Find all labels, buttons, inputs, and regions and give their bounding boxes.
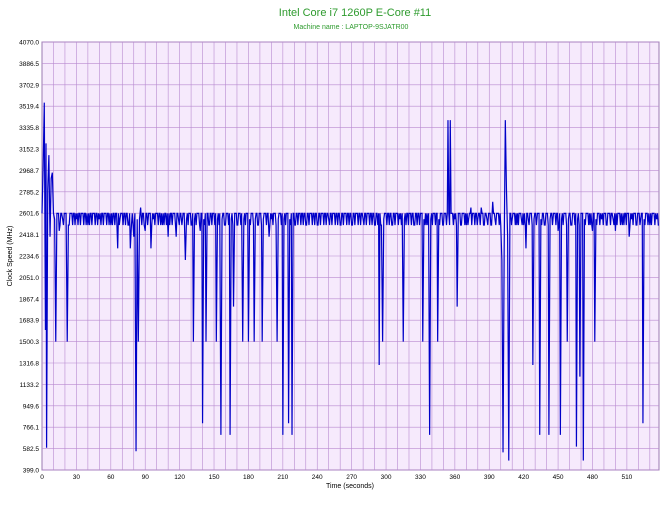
x-tick-label: 510 — [621, 474, 632, 481]
y-tick-label: 2418.1 — [19, 232, 39, 239]
series-layer — [41, 102, 659, 461]
y-tick-label: 1683.9 — [19, 318, 39, 325]
x-tick-label: 0 — [40, 474, 44, 481]
x-tick-label: 180 — [243, 474, 254, 481]
x-tick-label: 60 — [107, 474, 115, 481]
y-tick-label: 1133.2 — [20, 382, 40, 389]
y-tick-label: 3335.8 — [19, 125, 39, 132]
chart-title: Intel Core i7 1260P E-Core #11 — [279, 7, 431, 19]
y-tick-label: 2051.0 — [19, 275, 39, 282]
x-tick-label: 30 — [73, 474, 81, 481]
x-tick-label: 90 — [142, 474, 150, 481]
y-tick-label: 949.6 — [23, 403, 40, 410]
y-tick-label: 2601.6 — [19, 211, 39, 218]
y-tick-label: 2234.6 — [19, 253, 39, 260]
x-tick-label: 150 — [209, 474, 220, 481]
x-tick-label: 480 — [587, 474, 598, 481]
y-tick-label: 3152.3 — [19, 146, 39, 153]
y-tick-label: 3519.4 — [19, 104, 39, 111]
x-tick-label: 300 — [381, 474, 392, 481]
y-tick-label: 1867.4 — [19, 296, 39, 303]
y-tick-label: 4070.0 — [19, 40, 39, 47]
y-tick-label: 3702.9 — [19, 82, 39, 89]
x-tick-labels: 0 30 60 90 120 150 180 210 240 270 300 330 360 390 420… — [40, 474, 633, 481]
x-tick-label: 240 — [312, 474, 323, 481]
y-tick-label: 1500.3 — [19, 339, 39, 346]
x-tick-label: 210 — [277, 474, 288, 481]
y-axis-label: Clock Speed (MHz) — [7, 226, 14, 287]
y-tick-label: 2968.7 — [19, 168, 39, 175]
y-tick-label: 399.0 — [23, 468, 40, 475]
x-axis-label: Time (seconds) — [326, 483, 374, 490]
chart-subtitle: Machine name : LAPTOP-9SJATR00 — [294, 24, 409, 31]
y-tick-labels: 399.0 582.5 766.1 949.6 1133.2 1316.8 1500.3 16… — [19, 40, 39, 475]
x-tick-label: 360 — [449, 474, 460, 481]
x-tick-label: 390 — [484, 474, 495, 481]
y-tick-label: 1316.8 — [19, 360, 39, 367]
x-tick-label: 120 — [174, 474, 185, 481]
x-tick-label: 270 — [346, 474, 357, 481]
y-tick-label: 3886.5 — [19, 61, 39, 68]
series-line — [41, 102, 659, 461]
y-tick-label: 766.1 — [23, 425, 40, 432]
x-tick-label: 420 — [518, 474, 529, 481]
y-tick-label: 2785.2 — [19, 189, 39, 196]
x-tick-label: 450 — [553, 474, 564, 481]
y-tick-label: 582.5 — [23, 446, 40, 453]
x-tick-label: 330 — [415, 474, 426, 481]
